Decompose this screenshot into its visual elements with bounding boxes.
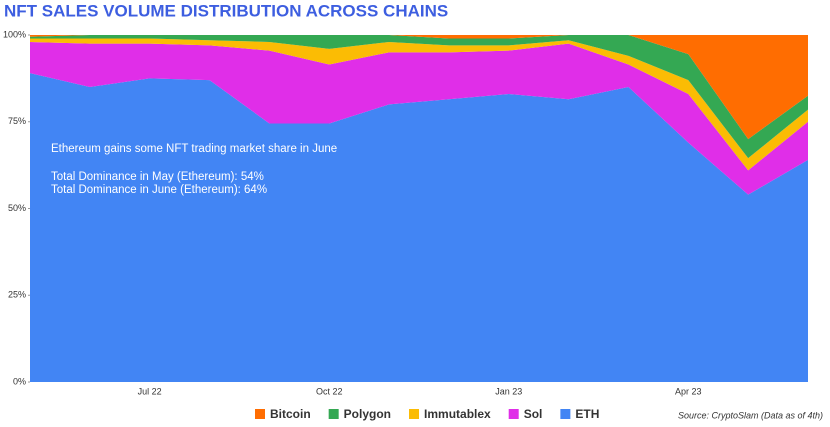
area <box>30 41 808 195</box>
chart-title: NFT SALES VOLUME DISTRIBUTION ACROSS CHA… <box>4 1 448 20</box>
x-tick-label: Apr 23 <box>675 386 702 396</box>
annotation: Total Dominance in June (Ethereum): 64% <box>51 184 267 196</box>
y-tick-label: 100% <box>3 29 26 39</box>
legend-label: Sol <box>524 407 543 421</box>
y-tick-label: 25% <box>8 290 26 300</box>
legend-swatch <box>409 409 420 419</box>
area <box>30 35 808 140</box>
annotation: Ethereum gains some NFT trading market s… <box>51 143 337 155</box>
legend-swatch <box>508 409 519 419</box>
x-tick-label: Jan 23 <box>495 386 522 396</box>
annotation: Total Dominance in May (Ethereum): 54% <box>51 171 264 183</box>
legend-swatch <box>560 409 571 419</box>
x-tick-label: Oct 22 <box>316 386 343 396</box>
legend-swatch <box>255 409 265 419</box>
x-tick-label: Jul 22 <box>138 386 162 396</box>
legend-label: ETH <box>575 407 599 421</box>
y-tick-label: 75% <box>8 116 26 126</box>
area <box>30 73 808 383</box>
legend-label: Immutablex <box>424 407 491 421</box>
source: Source: CryptoSlam (Data as of 4th) <box>678 410 823 420</box>
plot-area <box>30 35 808 383</box>
y-tick-label: 50% <box>8 203 26 213</box>
y-tick-label: 0% <box>13 376 26 386</box>
legend-swatch <box>328 409 339 419</box>
legend-label: Polygon <box>344 407 391 421</box>
legend-label: Bitcoin <box>270 407 311 421</box>
